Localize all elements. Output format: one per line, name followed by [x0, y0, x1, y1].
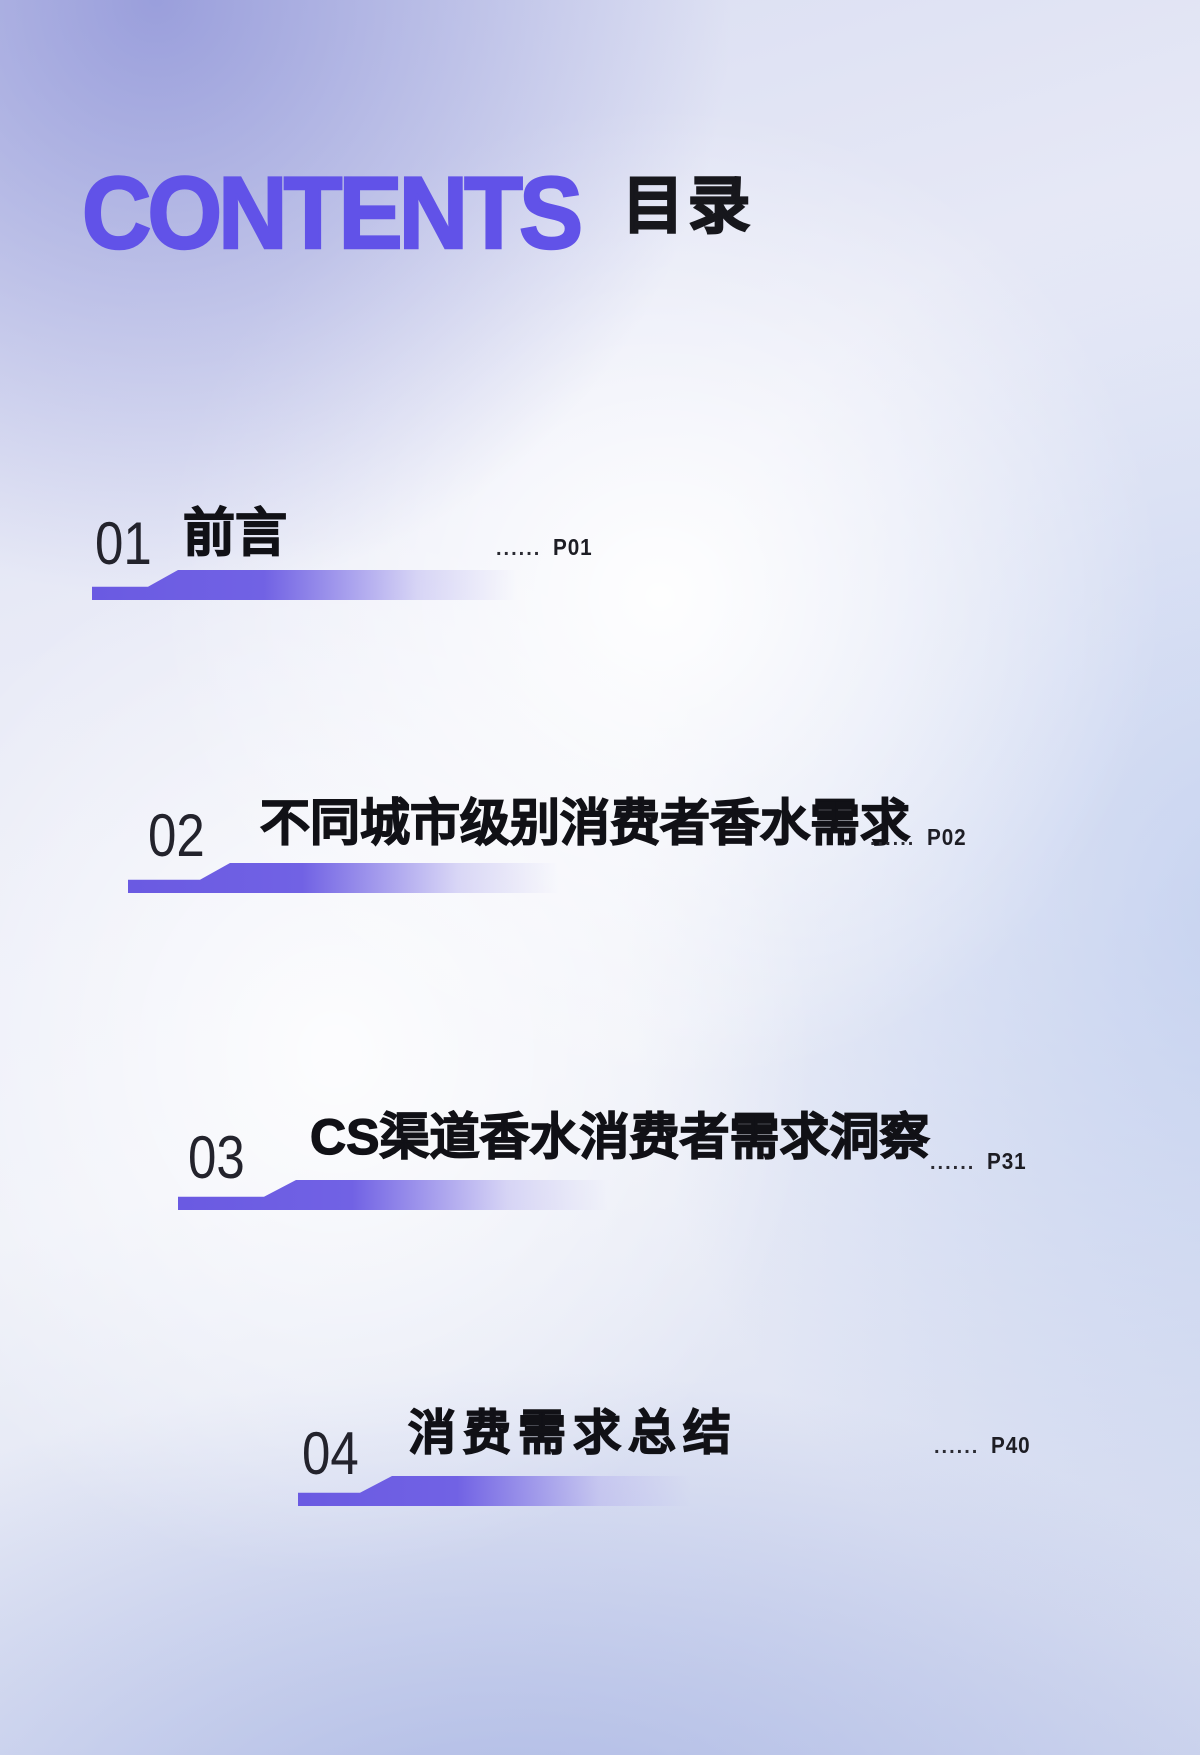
toc-item-leader: ...... P40	[934, 1432, 1035, 1458]
toc-item-number: 02	[148, 802, 205, 869]
toc-item-leader: ...... P02	[870, 824, 971, 850]
leader-dots: ......	[870, 828, 916, 850]
toc-item-number: 01	[95, 510, 152, 577]
toc-item-leader: ...... P31	[930, 1148, 1031, 1174]
page-number: P01	[553, 534, 593, 560]
toc-item-number: 03	[188, 1124, 245, 1191]
toc-item-underline-bar	[92, 570, 544, 600]
toc-item-underline-bar	[178, 1180, 636, 1210]
contents-title-zh: 目录	[621, 172, 755, 241]
leader-dots: ......	[934, 1436, 980, 1458]
contents-title: CONTENTS	[81, 156, 584, 270]
page-number: P02	[927, 824, 967, 850]
toc-item-leader: ...... P01	[496, 534, 597, 560]
page-number: P31	[987, 1148, 1027, 1174]
toc-item-title[interactable]: 前言	[182, 505, 288, 563]
toc-item-title[interactable]: 消费需求总结	[407, 1407, 739, 1460]
toc-item-underline-bar	[298, 1476, 716, 1506]
toc-item-title[interactable]: CS渠道香水消费者需求洞察	[309, 1109, 930, 1165]
page-number: P40	[991, 1432, 1031, 1458]
toc-item-number: 04	[302, 1420, 359, 1487]
leader-dots: ......	[930, 1152, 976, 1174]
toc-item-title[interactable]: 不同城市级别消费者香水需求	[259, 795, 910, 851]
leader-dots: ......	[496, 538, 542, 560]
